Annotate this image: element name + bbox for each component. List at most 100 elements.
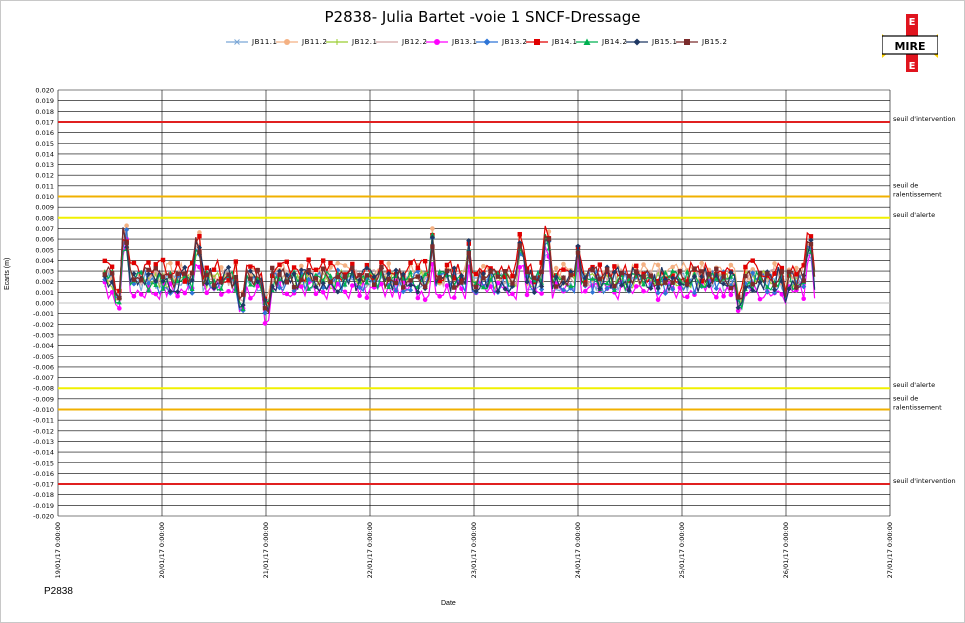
data-point (444, 268, 450, 274)
svg-text:E: E (909, 61, 916, 72)
data-point (276, 285, 283, 291)
x-tick-label: 25/01/17 0:00:00 (678, 522, 686, 578)
data-point (335, 274, 340, 279)
x-tick-label: 26/01/17 0:00:00 (782, 522, 790, 578)
x-tick-label: 23/01/17 0:00:00 (470, 522, 478, 578)
data-point (524, 292, 530, 298)
data-point (503, 274, 508, 280)
data-point (524, 274, 530, 280)
mire-logo: MIRE E E (882, 14, 938, 72)
data-point (553, 284, 559, 289)
data-point (771, 290, 778, 296)
data-point (422, 258, 428, 264)
data-point (189, 290, 195, 296)
data-point (437, 275, 442, 280)
data-point (124, 223, 129, 229)
data-point (750, 267, 756, 272)
y-tick-label: 0.003 (35, 268, 54, 276)
threshold-label: ralentissement (893, 404, 942, 412)
data-point (691, 273, 698, 280)
data-point (481, 263, 486, 269)
data-point (684, 269, 690, 274)
data-point (168, 260, 173, 266)
data-point (670, 268, 676, 274)
data-point (517, 251, 523, 257)
data-point (138, 269, 144, 275)
data-point (408, 260, 413, 265)
data-point (444, 283, 450, 288)
data-point (175, 289, 181, 295)
data-point (422, 297, 428, 303)
data-point (634, 263, 639, 269)
data-point (539, 291, 544, 296)
data-point (299, 277, 304, 283)
data-point (459, 280, 464, 285)
data-point (677, 269, 683, 274)
data-point (160, 278, 166, 284)
data-point (328, 279, 333, 285)
data-point (728, 292, 734, 298)
data-point (706, 272, 712, 277)
data-point (102, 258, 107, 264)
data-point (320, 290, 326, 295)
data-point (437, 278, 442, 284)
data-point (524, 266, 530, 271)
legend-swatch (426, 39, 448, 45)
data-point (248, 276, 253, 281)
data-point (735, 308, 741, 314)
y-tick-label: 0.018 (35, 108, 54, 116)
legend-label: JB12.1 (352, 38, 378, 46)
data-point (713, 276, 719, 281)
data-point (218, 265, 224, 270)
data-point (714, 266, 719, 272)
data-point (619, 270, 624, 276)
data-point (153, 278, 159, 284)
data-point (757, 270, 763, 276)
data-point (604, 267, 610, 272)
data-point (786, 286, 792, 292)
data-point (189, 261, 195, 266)
legend-swatch (626, 38, 648, 46)
data-point (415, 265, 421, 271)
data-point (153, 291, 159, 297)
data-point (284, 291, 290, 297)
y-tick-label: 0.000 (35, 300, 54, 308)
data-point (626, 287, 632, 293)
data-point (218, 292, 224, 297)
data-point (699, 260, 705, 266)
data-point (277, 262, 282, 267)
data-point (430, 226, 435, 231)
data-point (364, 295, 370, 301)
data-point (233, 259, 239, 264)
data-point (408, 269, 413, 275)
data-point (393, 288, 399, 294)
data-point (386, 276, 391, 282)
data-point (641, 271, 646, 277)
legend-swatch (276, 39, 298, 45)
data-point (568, 268, 574, 275)
data-point (407, 287, 414, 293)
data-point (539, 260, 544, 265)
data-point (342, 289, 348, 295)
data-point (145, 271, 152, 277)
data-point (218, 286, 224, 291)
data-point (437, 269, 443, 274)
data-point (379, 260, 384, 265)
data-point (561, 267, 566, 272)
data-point (743, 264, 748, 270)
data-point (182, 264, 188, 270)
threshold-label: seuil d'intervention (893, 115, 956, 123)
data-point (808, 237, 814, 243)
data-point (422, 284, 428, 289)
data-point (386, 284, 392, 289)
data-point (641, 274, 646, 279)
data-point (204, 280, 210, 287)
data-point (284, 259, 289, 264)
data-point (270, 273, 275, 279)
legend-label: JB15.2 (702, 38, 728, 46)
data-point (415, 268, 421, 274)
data-point (262, 310, 268, 316)
data-point (197, 250, 202, 255)
data-point (721, 294, 726, 299)
y-tick-label: 0.017 (35, 118, 54, 126)
